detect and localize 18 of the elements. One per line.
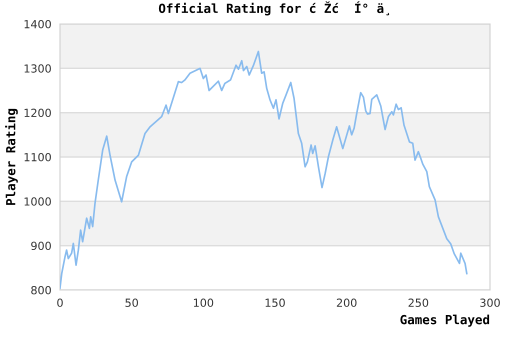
y-tick-label: 1300 [24,64,51,73]
x-tick-label: 50 [125,298,138,307]
x-tick-label: 300 [480,298,500,307]
x-axis-title: Games Played [400,314,490,327]
y-tick-label: 1100 [24,152,51,162]
y-tick-label: 900 [31,242,51,250]
x-tick-label: 100 [194,298,214,307]
y-tick-label: 1200 [24,108,51,118]
chart-title: Official Rating for ć Žć Í° ä¸ [158,1,390,16]
y-tick-label: 800 [31,286,51,294]
y-tick-label: 1400 [24,20,51,28]
x-tick-label: 0 [57,298,63,307]
y-tick-label: 1000 [24,197,51,206]
line-series [60,50,468,290]
x-tick-label: 150 [266,298,285,307]
x-tick-label: 200 [336,298,357,307]
x-tick-label: 250 [408,298,428,307]
y-axis-title: Player Rating [5,108,18,205]
